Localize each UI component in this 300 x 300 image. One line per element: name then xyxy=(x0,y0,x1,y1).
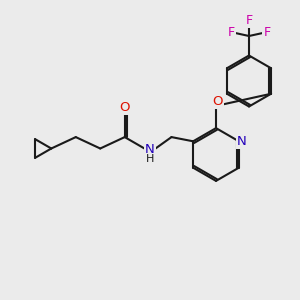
Text: F: F xyxy=(227,26,235,39)
Text: N: N xyxy=(237,135,247,148)
Text: O: O xyxy=(119,101,130,114)
Text: H: H xyxy=(146,154,154,164)
Text: O: O xyxy=(212,94,223,108)
Text: F: F xyxy=(263,26,271,39)
Text: N: N xyxy=(145,142,154,156)
Text: F: F xyxy=(245,14,253,27)
